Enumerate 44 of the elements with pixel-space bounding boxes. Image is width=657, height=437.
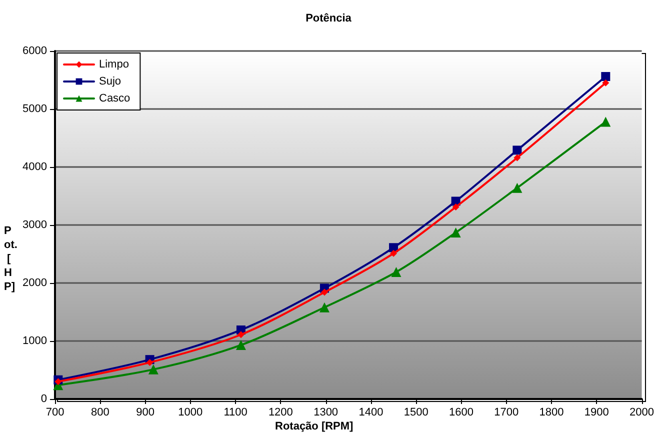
- legend-label: Sujo: [99, 76, 122, 88]
- x-tick-label: 1800: [539, 406, 564, 418]
- point: [237, 331, 244, 338]
- point: [319, 302, 330, 312]
- point: [146, 358, 154, 366]
- point: [391, 266, 402, 277]
- point: [601, 72, 610, 82]
- x-tick-label: 1900: [584, 406, 609, 418]
- x-tick-label: 1600: [448, 406, 474, 418]
- y-tick-label: 1000: [22, 335, 47, 347]
- point: [54, 378, 62, 386]
- point: [452, 204, 460, 211]
- x-tick-label: 900: [136, 406, 154, 418]
- x-tick-label: 1000: [178, 406, 203, 418]
- x-tick-label: 1100: [224, 406, 248, 418]
- x-tick-label: 1300: [314, 406, 338, 418]
- x-tick-label: 1400: [358, 406, 384, 418]
- legend-label: Limpo: [99, 58, 129, 70]
- y-tick-label: 2000: [22, 277, 47, 289]
- x-tick-label: 2000: [630, 406, 654, 418]
- point: [320, 288, 328, 296]
- x-tick-label: 700: [46, 406, 64, 418]
- legend-label: Casco: [99, 92, 130, 104]
- point: [450, 228, 461, 238]
- y-tick-label: 5000: [22, 103, 47, 115]
- x-tick-label: 1500: [404, 406, 428, 418]
- y-tick-label: 6000: [22, 45, 47, 57]
- point: [236, 340, 246, 350]
- x-tick-label: 1200: [268, 406, 293, 418]
- x-tick-label: 800: [90, 406, 110, 418]
- point: [390, 250, 398, 257]
- point: [512, 182, 522, 193]
- x-tick-label: 1700: [494, 406, 519, 418]
- point: [512, 146, 522, 155]
- point: [514, 154, 521, 162]
- y-tick-label: 0: [40, 393, 47, 405]
- x-axis-title: Rotação [RPM]: [275, 420, 354, 432]
- y-axis-title: Pot. [HP]: [4, 225, 18, 293]
- y-tick-label: 3000: [22, 219, 47, 231]
- point: [602, 79, 610, 86]
- y-tick-label: 4000: [22, 161, 47, 173]
- point: [148, 364, 158, 374]
- chart-title: Potência: [306, 12, 352, 24]
- point: [600, 116, 611, 127]
